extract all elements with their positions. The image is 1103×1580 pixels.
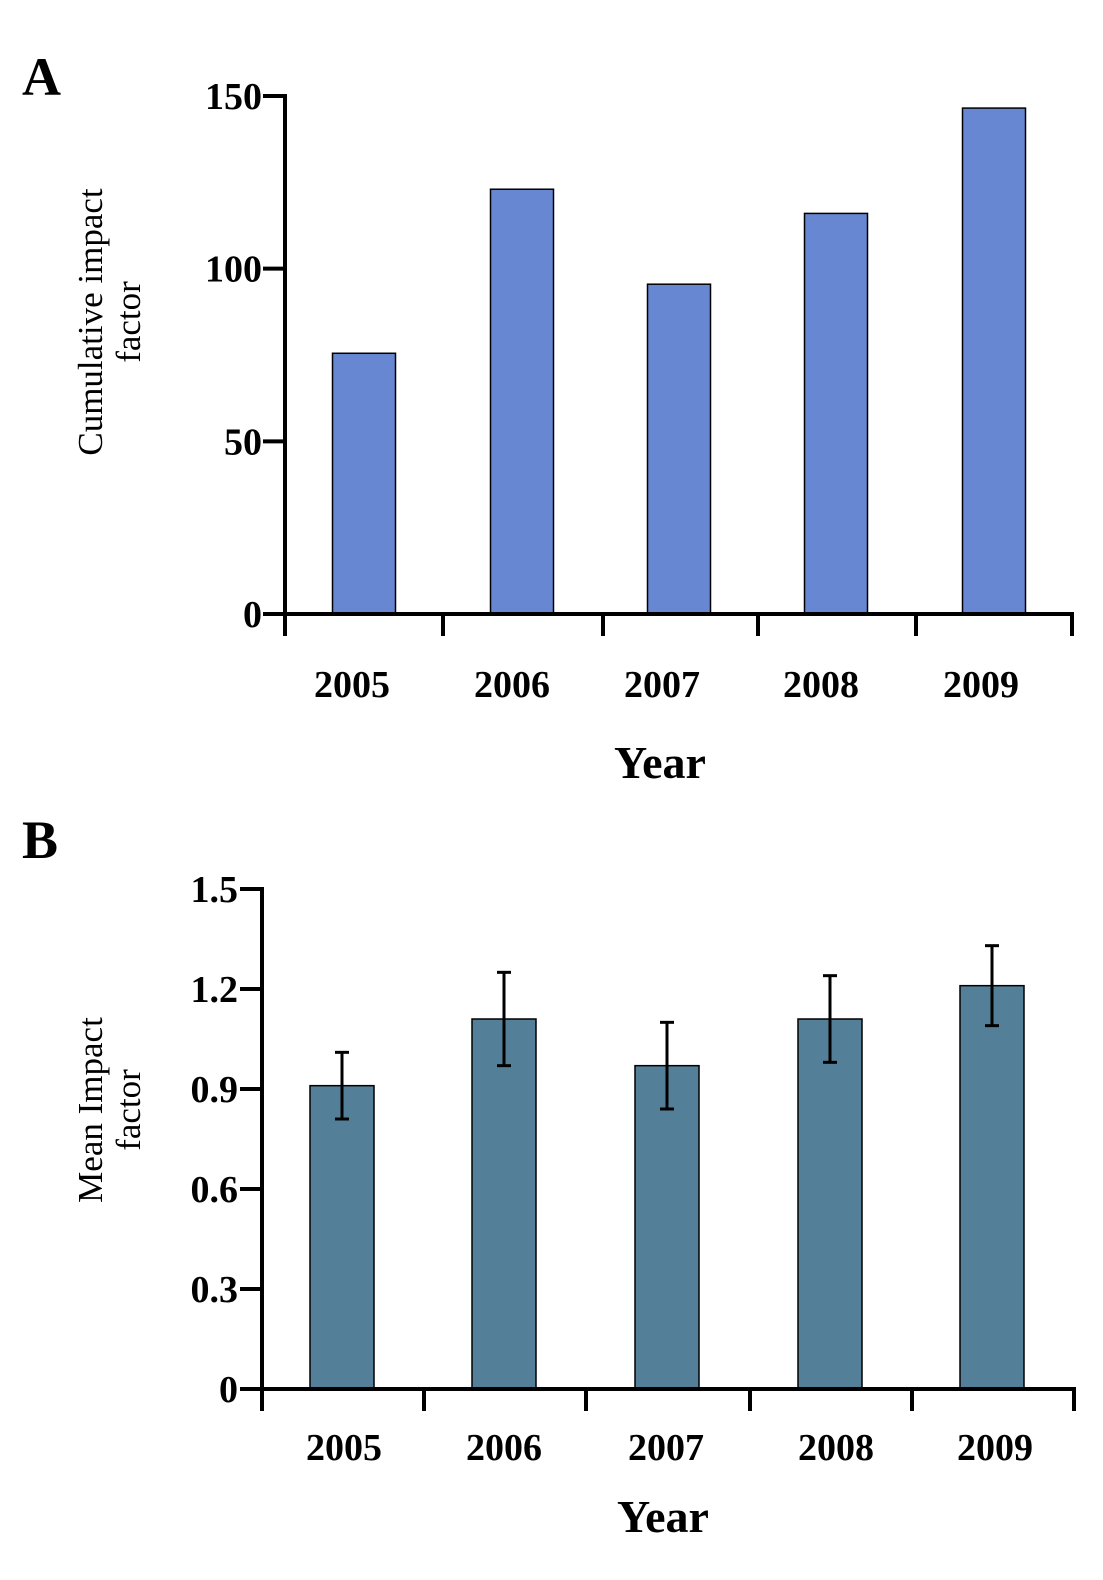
panel-a-x-axis-label: Year (614, 737, 706, 788)
panel-b-error-bar-2009 (985, 944, 999, 1028)
panel-a-y-tick-label: 0 (243, 594, 262, 636)
panel-b-y-tick-label: 1.5 (191, 869, 239, 911)
panel-b-chart: B Mean Impact factor Year 0 0.3 0.6 0.9 1.2 1… (22, 810, 1076, 1542)
panel-b-error-bar-2005 (335, 1050, 349, 1121)
panel-b-y-axis-label-line-1: Mean Impact (71, 1017, 110, 1203)
panel-a-letter: A (22, 47, 61, 107)
panel-a-y-tick-label: 150 (205, 76, 262, 118)
panel-b-y-tick-label: 0.6 (191, 1169, 239, 1211)
panel-b-x-tick-label: 2005 (306, 1427, 382, 1469)
panel-a-x-tick-label: 2008 (783, 664, 859, 706)
panel-a-y-tick-label: 50 (224, 421, 262, 463)
panel-a-bars (331, 107, 1027, 615)
panel-a-bar-2008 (803, 212, 869, 615)
panel-b-bar-2007 (634, 1064, 700, 1390)
panel-b-error-bars (335, 944, 999, 1121)
panel-b-error-bar-2007 (660, 1020, 674, 1111)
panel-a-axes (263, 94, 1074, 636)
panel-b-axes (240, 887, 1076, 1411)
panel-b-bar-2008 (797, 1018, 863, 1390)
panel-b-x-axis-label: Year (617, 1491, 709, 1542)
panel-b-x-tick-labels: 2005 2006 2007 2008 2009 (306, 1427, 1033, 1469)
panel-a-x-tick-labels: 2005 2006 2007 2008 2009 (314, 664, 1019, 706)
panel-a-bar-2007 (646, 283, 712, 615)
panel-a-bar-2005 (331, 352, 397, 615)
panel-a-y-axis-label-line-1: Cumulative impact (71, 188, 110, 456)
panel-b-x-tick-label: 2009 (957, 1427, 1033, 1469)
panel-a-x-tick-label: 2009 (943, 664, 1019, 706)
panel-a-chart: A Cumulative impact factor Year 0 50 100 15… (22, 47, 1074, 788)
panel-b-error-bar-2008 (823, 974, 837, 1064)
panel-b-bar-2009 (959, 984, 1025, 1390)
panel-b-bar-2005 (309, 1084, 375, 1390)
panel-a-y-tick-label: 100 (205, 249, 262, 291)
panel-b-y-tick-label: 0.3 (191, 1269, 239, 1311)
panel-b-letter: B (22, 810, 58, 870)
panel-b-bar-2006 (471, 1018, 537, 1390)
panel-a-bar-2006 (489, 188, 555, 615)
panel-b-y-tick-label: 1.2 (191, 969, 239, 1011)
panel-a-y-axis-label-line-2: factor (109, 281, 148, 363)
panel-a-y-tick-labels: 0 50 100 150 (205, 76, 262, 636)
panel-b-y-tick-labels: 0 0.3 0.6 0.9 1.2 1.5 (191, 869, 239, 1411)
panel-b-y-tick-label: 0 (219, 1369, 238, 1411)
panel-a-x-tick-label: 2005 (314, 664, 390, 706)
panel-a-x-tick-label: 2006 (474, 664, 550, 706)
panel-b-x-tick-label: 2006 (466, 1427, 542, 1469)
panel-b-error-bar-2006 (497, 970, 511, 1068)
panel-b-x-tick-label: 2008 (798, 1427, 874, 1469)
panel-b-y-axis-label-line-2: factor (109, 1069, 148, 1151)
panel-b-x-tick-label: 2007 (628, 1427, 704, 1469)
panel-a-bar-2009 (961, 107, 1027, 615)
panel-b-bars (309, 984, 1025, 1390)
panel-a-x-tick-label: 2007 (624, 664, 700, 706)
panel-b-y-tick-label: 0.9 (191, 1069, 239, 1111)
